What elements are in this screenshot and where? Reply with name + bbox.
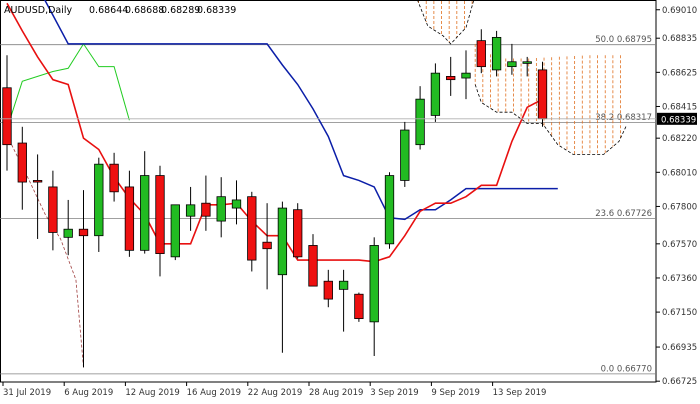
x-tick-label: 12 Aug 2019 — [125, 388, 179, 398]
candle-bear — [354, 293, 364, 320]
axes: 0.69010 0.68835 0.68625 0.68415 0.68220 0.680… — [0, 6, 697, 398]
green-line — [3, 42, 130, 139]
candles — [2, 29, 548, 368]
fib-level-label: 38.2 0.68317 — [595, 113, 652, 123]
candle-bear — [124, 186, 135, 251]
cloud-upper-boundary — [417, 0, 475, 45]
candle-bear — [17, 142, 27, 183]
candle-bear — [323, 280, 333, 300]
candle-bull — [491, 36, 502, 71]
blue-line — [43, 0, 558, 221]
candle-bear — [155, 175, 165, 254]
candle-bull — [430, 72, 441, 116]
ohlc-value: 0.68339 — [197, 5, 236, 16]
candle-bull — [140, 175, 150, 251]
y-tick-label: 0.68415 — [662, 102, 697, 112]
candle-bull — [63, 228, 73, 238]
y-tick-label: 0.68835 — [662, 34, 697, 44]
candle-bull — [400, 129, 410, 181]
candle-bull — [338, 280, 349, 290]
x-tick-label: 13 Sep 2019 — [493, 388, 547, 398]
y-tick-label: 0.67570 — [662, 240, 697, 250]
ohlc-value: 0.68688 — [125, 5, 164, 16]
y-tick-label: 0.67800 — [662, 202, 697, 212]
fib-level-label: 50.0 0.68795 — [595, 35, 652, 45]
y-tick-label: 0.66725 — [662, 377, 697, 387]
candle-bull — [216, 196, 226, 222]
candle-bear — [2, 87, 12, 146]
fibonacci-levels: 50.0 0.68795 38.2 0.68317 23.6 0.67726 0.0 … — [0, 35, 656, 374]
y-tick-label: 0.68220 — [662, 134, 697, 144]
candle-bear — [78, 228, 89, 237]
x-tick-label: 3 Sep 2019 — [370, 388, 418, 398]
y-tick-label: 0.67150 — [662, 308, 697, 318]
candle-bear — [32, 180, 43, 183]
ohlc-value: 0.68289 — [161, 5, 200, 16]
candle-bear — [293, 209, 303, 258]
candle-bull — [231, 199, 242, 209]
y-tick-label: 0.69010 — [662, 6, 697, 16]
candle-bull — [522, 61, 532, 64]
x-tick-label: 16 Aug 2019 — [187, 388, 241, 398]
candle-bear — [537, 69, 548, 120]
candle-bull — [170, 204, 180, 258]
fib-level-label: 0.0 0.66770 — [601, 364, 652, 374]
candle-bear — [446, 76, 456, 81]
candle-bull — [369, 245, 379, 323]
x-tick-label: 31 Jul 2019 — [3, 388, 51, 398]
y-tick-label: 0.66935 — [662, 343, 697, 353]
candle-bear — [262, 241, 272, 250]
candle-bear — [308, 245, 318, 287]
x-tick-label: 28 Aug 2019 — [309, 388, 363, 398]
candle-bull — [94, 163, 104, 237]
y-tick-label: 0.68625 — [662, 68, 697, 78]
candle-bear — [109, 163, 119, 193]
y-tick-label: 0.67360 — [662, 274, 697, 284]
candle-bear — [476, 40, 486, 68]
ohlc-value: 0.68644 — [89, 5, 128, 16]
candle-bull — [415, 98, 425, 146]
y-tick-label: 0.68010 — [662, 168, 697, 178]
chart-title: AUDUSD,Daily — [4, 5, 73, 16]
candle-bull — [507, 61, 517, 68]
candle-bull — [384, 175, 395, 245]
fib-level-label: 23.6 0.67726 — [595, 209, 652, 219]
candle-bull — [461, 72, 471, 79]
red-line — [6, 2, 543, 263]
cloud — [417, 0, 627, 155]
current-price-box — [657, 112, 697, 125]
candle-bull — [185, 204, 196, 217]
x-tick-label: 9 Sep 2019 — [431, 388, 479, 398]
x-tick-label: 22 Aug 2019 — [248, 388, 302, 398]
candle-bear — [201, 202, 211, 217]
candle-bear — [48, 186, 58, 233]
candle-bear — [247, 196, 257, 261]
candle-bull — [277, 207, 288, 276]
current-price-label: 0.68339 — [661, 115, 696, 125]
x-tick-label: 6 Aug 2019 — [64, 388, 113, 398]
